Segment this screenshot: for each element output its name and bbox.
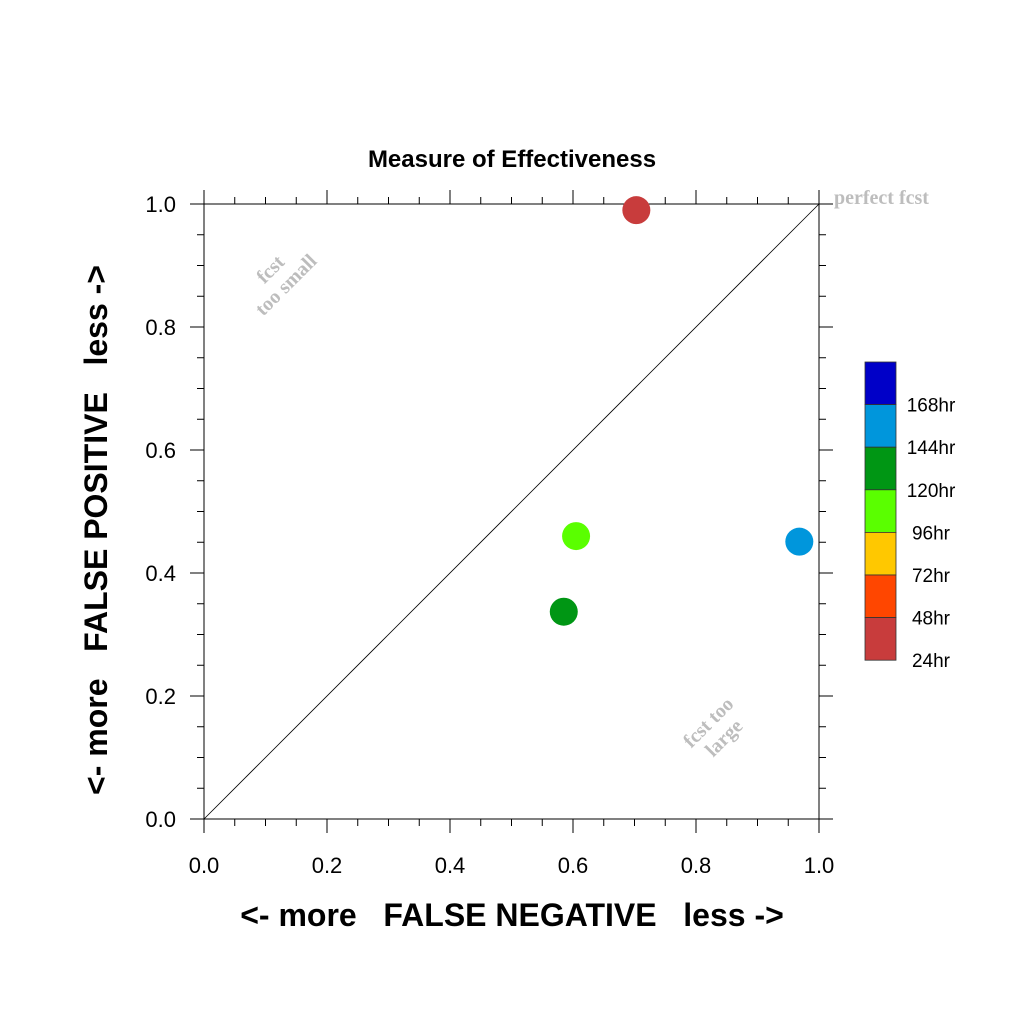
x-tick-label: 0.4 [435,853,466,878]
annotation-fcst-too-small-line2: too small [251,250,321,320]
annotation-fcst-too-small: fcst too small [251,250,321,320]
legend-swatch [864,489,897,533]
legend-swatch [864,446,897,491]
annotation-perfect-fcst: perfect fcst [834,187,929,209]
x-tick-label: 0.8 [681,853,712,878]
legend-label: 96hr [912,523,951,544]
tick-labels: 0.0 0.2 0.4 0.6 0.8 1.0 0.0 0.2 0.4 0.6 0.8 1.0 [145,192,834,878]
legend-swatch [864,404,897,448]
legend-swatch [864,532,897,576]
x-tick-label: 0.6 [558,853,589,878]
data-points [549,196,814,626]
legend-swatch [864,574,897,618]
chart-title: Measure of Effectiveness [368,146,656,173]
data-point [785,527,814,556]
legend: 168hr 144hr 120hr 96hr 72hr 48hr 24hr [864,361,956,672]
annotation-fcst-too-large: fcst too large [679,693,747,761]
legend-label: 144hr [907,438,956,459]
data-point [549,597,578,626]
y-tick-label: 0.0 [145,807,176,832]
x-axis-label: <- more FALSE NEGATIVE less -> [240,897,784,933]
legend-swatch [864,361,897,405]
x-tick-label: 0.2 [312,853,343,878]
legend-swatch [864,617,897,661]
legend-label: 48hr [912,609,951,630]
legend-label: 72hr [912,566,951,587]
y-tick-label: 0.2 [145,684,176,709]
y-tick-label: 1.0 [145,192,176,217]
legend-label: 120hr [907,481,956,502]
y-tick-label: 0.6 [145,438,176,463]
legend-label: 168hr [907,396,956,417]
x-tick-label: 0.0 [189,853,220,878]
data-point [562,522,591,551]
y-tick-label: 0.8 [145,315,176,340]
x-tick-label: 1.0 [804,853,835,878]
y-tick-label: 0.4 [145,561,176,586]
diagonal-reference-line [203,203,820,820]
y-axis-label: <- more FALSE POSITIVE less -> [78,265,114,795]
data-point [622,196,651,225]
legend-label: 24hr [912,651,951,672]
axis-ticks [190,190,833,833]
